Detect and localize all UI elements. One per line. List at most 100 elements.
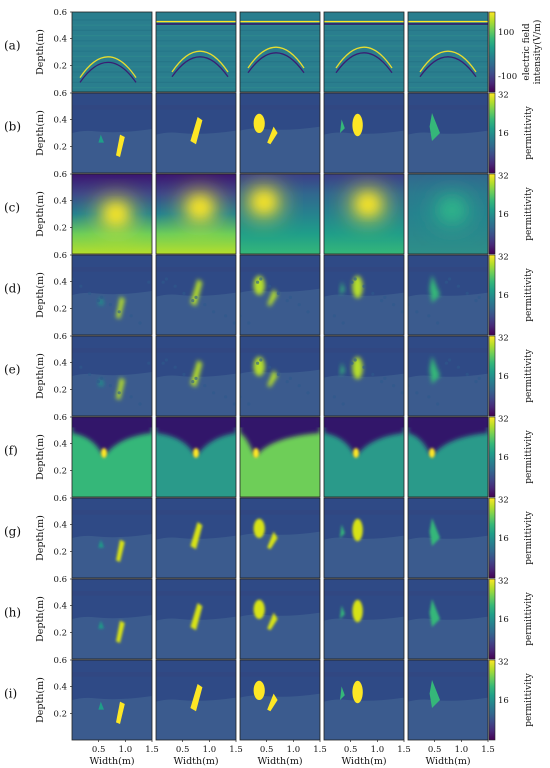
colorbar-label: permittivity	[524, 591, 534, 645]
y-tick-label: 0.6	[53, 332, 67, 342]
colorbar-tick-label: 16	[498, 291, 509, 301]
row-label: (h)	[4, 606, 21, 620]
y-tick-label: 0.2	[53, 385, 67, 395]
image-panel	[71, 497, 153, 579]
image-panel	[407, 335, 489, 417]
y-tick-label: 0.6	[53, 656, 67, 666]
colorbar-label: permittivity	[524, 672, 534, 726]
y-tick-label: 0.6	[53, 251, 67, 261]
row-label: (b)	[4, 120, 21, 134]
colorbar-tick-label: 16	[498, 696, 509, 706]
image-panel	[71, 578, 153, 660]
image-panel	[407, 659, 489, 741]
y-tick-label: 0.6	[53, 89, 67, 99]
colorbar: 32 16 permittivity	[488, 91, 534, 174]
row-label: (g)	[4, 525, 21, 539]
image-panel	[239, 659, 321, 741]
figure-row: (b) Depth(m) 0.6 0.4 0.2 32 16 permittivity	[4, 89, 534, 174]
y-tick-label: 0.2	[53, 223, 67, 233]
image-panel	[323, 416, 405, 498]
colorbar-tick-label: 32	[498, 253, 509, 263]
image-panel	[155, 173, 237, 255]
x-tick-label: 1.0	[287, 745, 301, 755]
figure-row: (h) Depth(m) 0.6 0.4 0.2 32 16 permittivity	[4, 575, 534, 660]
image-panel	[239, 335, 321, 417]
figure-row: (e) Depth(m) 0.6 0.4 0.2 32 16 permittivity	[4, 332, 534, 417]
row-label: (i)	[4, 687, 17, 701]
image-panel	[323, 335, 405, 417]
y-tick-label: 0.4	[53, 359, 67, 369]
image-panel	[155, 659, 237, 741]
figure-row: (d) Depth(m) 0.6 0.4 0.2 32 16 permittivity	[4, 251, 534, 336]
image-panel	[71, 254, 153, 336]
image-panel	[239, 416, 321, 498]
y-tick-label: 0.4	[53, 521, 67, 531]
y-tick-label: 0.4	[53, 116, 67, 126]
figure-row: (a) Depth(m) 0.6 0.4 0.2 100 -100 electric fiel…	[4, 8, 543, 93]
y-tick-label: 0.4	[53, 278, 67, 288]
image-panel	[323, 92, 405, 174]
image-panel	[71, 416, 153, 498]
x-tick-label: 1.0	[119, 745, 133, 755]
colorbar-tick-label: 16	[498, 453, 509, 463]
x-tick-label: 0.5	[260, 745, 274, 755]
colorbar: 32 16 permittivity	[488, 496, 534, 579]
x-tick-label: 1.5	[481, 745, 495, 755]
y-tick-label: 0.2	[53, 61, 67, 71]
x-tick-label: 0.5	[176, 745, 190, 755]
x-axis-label: Width(m)	[425, 756, 470, 767]
row-label: (e)	[4, 363, 20, 377]
image-panel	[407, 254, 489, 336]
x-tick-label: 1.0	[455, 745, 469, 755]
colorbar-label: electric fieldintensity(V/m)	[522, 20, 543, 85]
row-label: (c)	[4, 201, 20, 215]
y-axis-label: Depth(m)	[35, 29, 46, 75]
colorbar-tick-label: 32	[498, 334, 509, 344]
colorbar-tick-label: 16	[498, 372, 509, 382]
colorbar-tick-label: 16	[498, 615, 509, 625]
image-panel	[155, 335, 237, 417]
row-label: (f)	[4, 444, 18, 458]
colorbar-label: permittivity	[524, 267, 534, 321]
image-panel	[155, 254, 237, 336]
image-panel	[323, 173, 405, 255]
x-axis-label: Width(m)	[341, 756, 386, 767]
image-panel	[239, 92, 321, 174]
image-panel	[323, 254, 405, 336]
x-axis-label: Width(m)	[257, 756, 302, 767]
y-tick-label: 0.6	[53, 494, 67, 504]
image-panel	[407, 92, 489, 174]
image-panel	[71, 11, 153, 93]
colorbar-label: permittivity	[524, 348, 534, 402]
y-tick-label: 0.2	[53, 466, 67, 476]
y-tick-label: 0.4	[53, 683, 67, 693]
image-panel	[323, 659, 405, 741]
image-panel	[407, 578, 489, 660]
y-tick-label: 0.2	[53, 709, 67, 719]
colorbar: 32 16 permittivity	[488, 172, 534, 255]
y-tick-label: 0.4	[53, 440, 67, 450]
image-panel	[71, 173, 153, 255]
image-panel	[155, 92, 237, 174]
figure-row: (g) Depth(m) 0.6 0.4 0.2 32 16 permittivity	[4, 494, 534, 579]
x-tick-label: 0.5	[428, 745, 442, 755]
image-panel	[155, 11, 237, 93]
colorbar-tick-label: 32	[498, 91, 509, 101]
image-panel	[239, 254, 321, 336]
image-panel	[71, 659, 153, 741]
image-panel	[407, 497, 489, 579]
y-axis-label: Depth(m)	[35, 191, 46, 237]
colorbar-tick-label: 32	[498, 172, 509, 182]
y-axis-label: Depth(m)	[35, 596, 46, 642]
image-panel	[155, 416, 237, 498]
colorbar-tick-label: -100	[498, 72, 517, 82]
y-tick-label: 0.6	[53, 170, 67, 180]
colorbar-tick-label: 32	[498, 658, 509, 668]
image-panel	[407, 173, 489, 255]
y-tick-label: 0.2	[53, 628, 67, 638]
image-panel	[71, 92, 153, 174]
figure-row: (c) Depth(m) 0.6 0.4 0.2 32 16 permittivity	[4, 170, 534, 255]
colorbar-tick-label: 32	[498, 577, 509, 587]
x-tick-label: 1.5	[313, 745, 327, 755]
